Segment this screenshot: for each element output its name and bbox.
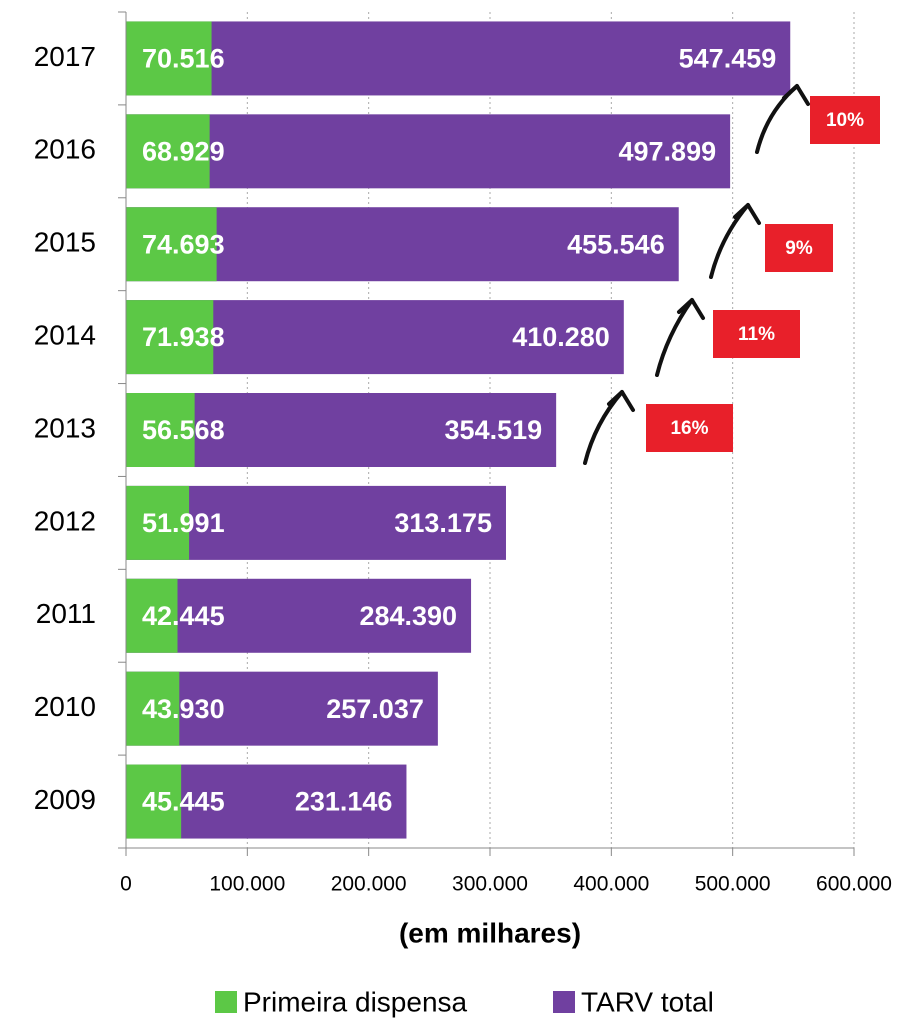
annotation-box bbox=[713, 310, 800, 358]
x-tick-label: 0 bbox=[120, 873, 132, 896]
value-label: 45.445 bbox=[142, 787, 225, 817]
value-label: 74.693 bbox=[142, 229, 225, 259]
value-label: 51.991 bbox=[142, 508, 225, 538]
annotation-arrowhead bbox=[677, 298, 705, 320]
legend-swatch bbox=[215, 991, 237, 1013]
value-label: 313.175 bbox=[394, 508, 492, 538]
annotation-text: 10% bbox=[826, 110, 864, 131]
bar bbox=[126, 671, 180, 746]
value-label: 354.519 bbox=[445, 415, 543, 445]
bar bbox=[126, 21, 212, 96]
annotation-text: 11% bbox=[738, 324, 775, 345]
value-label: 410.280 bbox=[512, 322, 610, 352]
value-label: 284.390 bbox=[359, 601, 457, 631]
value-label: 547.459 bbox=[679, 44, 777, 74]
bar bbox=[126, 393, 195, 467]
bar bbox=[126, 485, 506, 560]
annotation-text: 9% bbox=[785, 238, 813, 259]
y-tick-label: 2010 bbox=[34, 691, 96, 722]
y-tick-label: 2014 bbox=[34, 320, 96, 351]
value-label: 455.546 bbox=[567, 229, 665, 259]
value-label: 497.899 bbox=[619, 136, 717, 166]
annotation-arrow bbox=[655, 298, 694, 377]
value-label: 42.445 bbox=[142, 601, 225, 631]
bar bbox=[126, 578, 178, 653]
legend-label: TARV total bbox=[581, 986, 714, 1017]
value-label: 71.938 bbox=[142, 322, 225, 352]
annotation-text: 16% bbox=[670, 418, 708, 439]
bar bbox=[126, 578, 472, 653]
bar bbox=[126, 207, 679, 282]
y-tick-label: 2015 bbox=[34, 227, 96, 258]
annotation-arrowhead bbox=[733, 203, 761, 225]
value-label: 231.146 bbox=[295, 787, 393, 817]
value-label: 56.568 bbox=[142, 415, 225, 445]
x-tick-label: 300.000 bbox=[452, 873, 528, 896]
y-tick-label: 2016 bbox=[34, 134, 96, 165]
y-tick-label: 2011 bbox=[36, 598, 96, 629]
annotation-arrow bbox=[709, 203, 750, 279]
x-tick-label: 500.000 bbox=[695, 873, 771, 896]
value-label: 70.516 bbox=[142, 44, 225, 74]
x-tick-label: 100.000 bbox=[209, 873, 285, 896]
bar bbox=[126, 114, 731, 189]
y-tick-label: 2017 bbox=[34, 41, 96, 72]
bar bbox=[126, 393, 557, 467]
x-tick-label: 200.000 bbox=[331, 873, 407, 896]
x-axis-label: (em milhares) bbox=[399, 917, 581, 948]
y-tick-label: 2012 bbox=[34, 505, 96, 536]
annotation-box bbox=[646, 404, 733, 452]
annotation-arrow bbox=[755, 84, 799, 154]
value-label: 257.037 bbox=[326, 694, 424, 724]
legend-label: Primeira dispensa bbox=[243, 986, 468, 1017]
value-label: 43.930 bbox=[142, 694, 225, 724]
annotation-box bbox=[765, 224, 833, 272]
x-tick-label: 600.000 bbox=[816, 873, 892, 896]
bar bbox=[126, 764, 182, 839]
bar bbox=[126, 21, 791, 96]
annotation-arrowhead bbox=[782, 84, 810, 106]
bar bbox=[126, 485, 190, 560]
y-tick-label: 2013 bbox=[34, 412, 96, 443]
bar bbox=[126, 300, 214, 375]
value-label: 68.929 bbox=[142, 136, 225, 166]
bar bbox=[126, 114, 210, 189]
bar bbox=[126, 207, 217, 282]
x-tick-label: 400.000 bbox=[573, 873, 649, 896]
y-tick-label: 2009 bbox=[34, 784, 96, 815]
legend-swatch bbox=[553, 991, 575, 1013]
annotation-arrowhead bbox=[607, 390, 635, 412]
annotation-arrow bbox=[583, 390, 624, 465]
annotation-box bbox=[810, 96, 880, 144]
